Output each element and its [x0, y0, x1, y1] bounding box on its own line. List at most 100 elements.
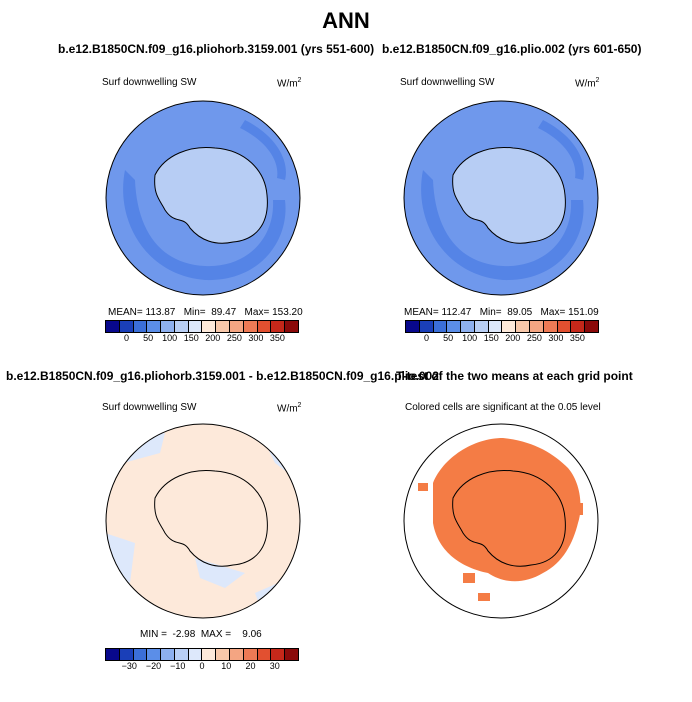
colorbar-swatch — [406, 321, 420, 332]
panel2-stats: MEAN= 112.47 Min= 89.05 Max= 151.09 — [404, 307, 599, 318]
colorbar-abs-swatches — [405, 320, 599, 333]
colorbar-swatch — [230, 321, 244, 332]
panel1-band2 — [240, 120, 286, 180]
colorbar-swatch — [474, 321, 489, 332]
panel1-band — [123, 170, 286, 281]
colorbar-swatch — [571, 321, 586, 332]
colorbar-swatch — [119, 321, 134, 332]
colorbar-swatch — [216, 321, 231, 332]
colorbar-swatch — [271, 649, 286, 660]
colorbar-swatch — [119, 649, 134, 660]
colorbar-swatch — [106, 321, 120, 332]
colorbar-tick-label: 200 — [505, 333, 521, 343]
panel4-significant-cell — [478, 593, 490, 601]
colorbar-swatch — [488, 321, 503, 332]
colorbar-swatch — [271, 321, 286, 332]
colorbar-tick-label: −20 — [145, 661, 162, 671]
colorbar-swatch — [502, 321, 517, 332]
colorbar-swatch — [243, 649, 258, 660]
colorbar-tick-label: 20 — [245, 661, 256, 671]
colorbar-swatch — [285, 321, 298, 332]
panel1-colorbar: 0 50 100 150 200 250 300 350 — [105, 320, 299, 345]
colorbar-swatch — [257, 321, 272, 332]
colorbar-abs-ticks: 0 50 100 150 200 250 300 350 — [105, 333, 299, 345]
colorbar-swatch — [147, 649, 162, 660]
panel4-significant-cell — [418, 483, 428, 491]
panel1-variable-label: Surf downwelling SW — [102, 77, 197, 88]
panel1-stats: MEAN= 113.87 Min= 89.47 Max= 153.20 — [108, 307, 303, 318]
colorbar-swatch — [433, 321, 448, 332]
panel4-note: Colored cells are significant at the 0.0… — [405, 402, 601, 413]
panel3-map — [105, 423, 301, 619]
colorbar-swatch — [419, 321, 434, 332]
panel2-band2 — [538, 120, 584, 180]
panel1-map — [105, 100, 301, 296]
colorbar-tick-label: 150 — [483, 333, 499, 343]
colorbar-swatch — [516, 321, 531, 332]
colorbar-tick-label: 200 — [205, 333, 221, 343]
colorbar-tick-label: 350 — [269, 333, 285, 343]
colorbar-tick-label: 30 — [269, 661, 280, 671]
colorbar-swatch — [557, 321, 572, 332]
panel2-band — [421, 170, 584, 281]
colorbar-swatch — [188, 649, 203, 660]
panel3-units: W/m2 — [277, 402, 302, 415]
colorbar-tick-label: −30 — [121, 661, 137, 671]
colorbar-tick-label: 300 — [548, 333, 564, 343]
colorbar-swatch — [216, 649, 231, 660]
panel4-significant-cell — [463, 573, 475, 583]
panel3-patch — [195, 558, 245, 588]
panel2-land — [452, 146, 566, 244]
colorbar-swatch — [243, 321, 258, 332]
colorbar-tick-label: 350 — [569, 333, 585, 343]
colorbar-tick-label: 100 — [462, 333, 478, 343]
colorbar-tick-label: 250 — [226, 333, 242, 343]
colorbar-abs-swatches — [105, 320, 299, 333]
panel2-colorbar: 0 50 100 150 200 250 300 350 — [405, 320, 599, 345]
panel4-significant-region — [433, 438, 581, 582]
panel2-title: b.e12.B1850CN.f09_g16.plio.002 (yrs 601-… — [382, 42, 642, 56]
colorbar-swatch — [202, 649, 217, 660]
panel1-land — [154, 146, 268, 244]
colorbar-swatch — [188, 321, 203, 332]
colorbar-swatch — [461, 321, 475, 332]
main-title: ANN — [322, 8, 370, 33]
panel1-title: b.e12.B1850CN.f09_g16.pliohorb.3159.001 … — [58, 42, 375, 56]
panel1-units: W/m2 — [277, 77, 302, 90]
colorbar-swatch — [174, 321, 189, 332]
panel4-map — [403, 423, 599, 619]
colorbar-tick-label: 150 — [183, 333, 199, 343]
colorbar-tick-label: 100 — [162, 333, 178, 343]
panel3-title: b.e12.B1850CN.f09_g16.pliohorb.3159.001 … — [6, 369, 439, 383]
colorbar-swatch — [530, 321, 544, 332]
colorbar-tick-label: 300 — [248, 333, 264, 343]
colorbar-swatch — [133, 649, 148, 660]
colorbar-diff-ticks: −30 −20 −10 0 10 20 30 — [105, 661, 299, 673]
panel3-colorbar: −30 −20 −10 0 10 20 30 — [105, 648, 299, 673]
colorbar-swatch — [161, 649, 175, 660]
panel3-land — [154, 469, 268, 567]
panel4-title: T-test of the two means at each grid poi… — [396, 369, 633, 383]
colorbar-tick-label: 0 — [124, 333, 130, 343]
colorbar-swatch — [585, 321, 598, 332]
panel3-stats: MIN = -2.98 MAX = 9.06 — [140, 629, 262, 640]
colorbar-tick-label: 0 — [424, 333, 430, 343]
colorbar-swatch — [202, 321, 217, 332]
colorbar-tick-label: 250 — [526, 333, 542, 343]
colorbar-swatch — [106, 649, 120, 660]
colorbar-tick-label: 10 — [221, 661, 232, 671]
colorbar-swatch — [257, 649, 272, 660]
colorbar-swatch — [161, 321, 175, 332]
colorbar-swatch — [543, 321, 558, 332]
colorbar-swatch — [285, 649, 298, 660]
colorbar-tick-label: −10 — [170, 661, 186, 671]
colorbar-swatch — [133, 321, 148, 332]
colorbar-tick-label: 50 — [443, 333, 454, 343]
panel4-significant-cell — [573, 503, 583, 515]
colorbar-diff-swatches — [105, 648, 299, 661]
colorbar-abs-ticks: 0 50 100 150 200 250 300 350 — [405, 333, 599, 345]
colorbar-swatch — [174, 649, 189, 660]
panel3-variable-label: Surf downwelling SW — [102, 402, 197, 413]
colorbar-swatch — [147, 321, 162, 332]
panel2-variable-label: Surf downwelling SW — [400, 77, 495, 88]
